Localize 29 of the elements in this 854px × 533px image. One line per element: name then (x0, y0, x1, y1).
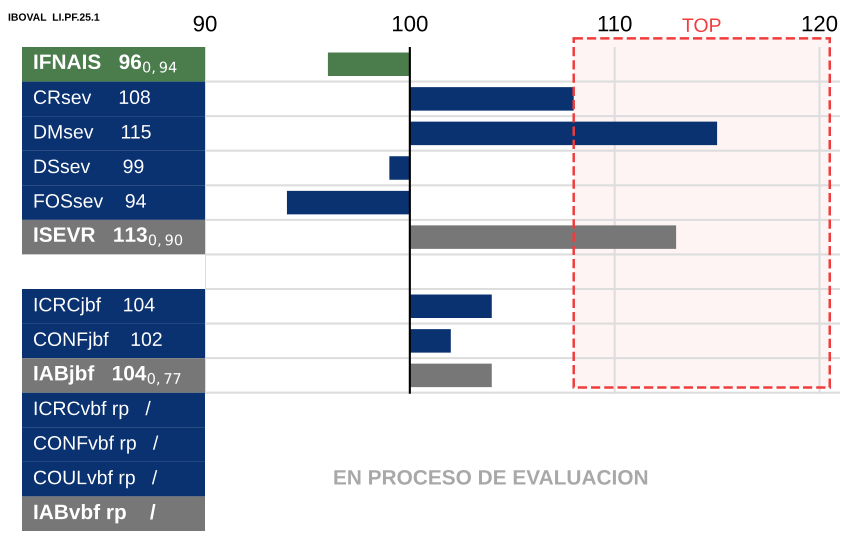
y-tick-label: ICRCvbf rp / (34, 400, 151, 420)
y-tick-label: FOSsev 94 (34, 194, 146, 208)
bar (410, 122, 718, 146)
x-tick-label: 120 (802, 16, 838, 32)
x-tick-label: 110 (598, 16, 632, 32)
y-tick-label: CRsev 108 (34, 90, 150, 104)
bar (410, 329, 451, 353)
y-tick-label: ICRCjbf 104 (34, 297, 155, 316)
bar (410, 294, 492, 318)
y-tick-label: ISEVR 113$_{0,90}$ (34, 227, 182, 247)
y-tick-label: CONFvbf rp / (34, 436, 158, 454)
y-tick-label: DSsev 99 (34, 159, 144, 174)
bar (328, 52, 410, 76)
bar (286, 190, 410, 214)
y-tick-label: DMsev 115 (34, 125, 151, 139)
annotation: EN PROCESO DE EVALUACION (334, 470, 648, 485)
y-tick-label: IABjbf 104$_{0,77}$ (34, 365, 180, 386)
y-tick-label: COULvbf rp / (34, 470, 158, 488)
x-tick-label: 90 (194, 16, 216, 32)
bar (410, 225, 676, 249)
y-tick-label: IABvbf rp / (34, 504, 156, 524)
text: IBOVAL LI.PF.25.1 (8, 13, 100, 21)
y-tick-label: IFNAIS 96$_{0,94}$ (34, 54, 176, 74)
band-label: TOP (682, 18, 721, 32)
bar (410, 87, 574, 111)
bar (389, 156, 410, 180)
x-tick-label: 100 (392, 16, 428, 32)
bar (410, 364, 492, 388)
y-tick-label: CONFjbf 102 (34, 332, 162, 350)
